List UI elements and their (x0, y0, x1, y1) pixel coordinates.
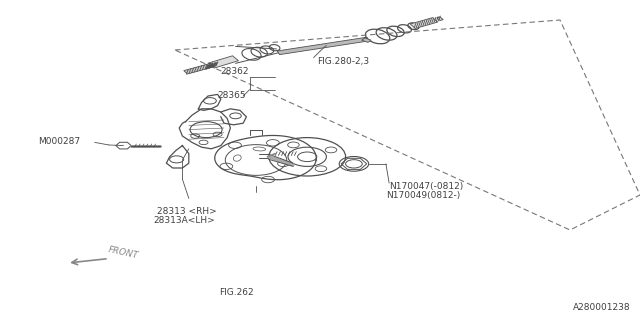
Text: FRONT: FRONT (108, 245, 140, 260)
Polygon shape (277, 37, 369, 55)
Polygon shape (184, 63, 214, 74)
Text: FIG.262: FIG.262 (220, 288, 254, 297)
Text: 28313 <RH>: 28313 <RH> (157, 207, 216, 216)
Polygon shape (410, 18, 438, 28)
Text: A280001238: A280001238 (573, 303, 630, 312)
Text: 28313A<LH>: 28313A<LH> (154, 216, 215, 225)
Text: M000287: M000287 (38, 137, 81, 146)
Polygon shape (362, 38, 371, 42)
Polygon shape (208, 56, 239, 68)
Text: N170049(0812-): N170049(0812-) (386, 191, 460, 200)
Text: FIG.280-2,3: FIG.280-2,3 (317, 57, 369, 66)
Polygon shape (436, 17, 444, 20)
Text: 28362: 28362 (221, 68, 250, 76)
Text: 28365: 28365 (218, 92, 246, 100)
Text: N170047(-0812): N170047(-0812) (389, 182, 463, 191)
